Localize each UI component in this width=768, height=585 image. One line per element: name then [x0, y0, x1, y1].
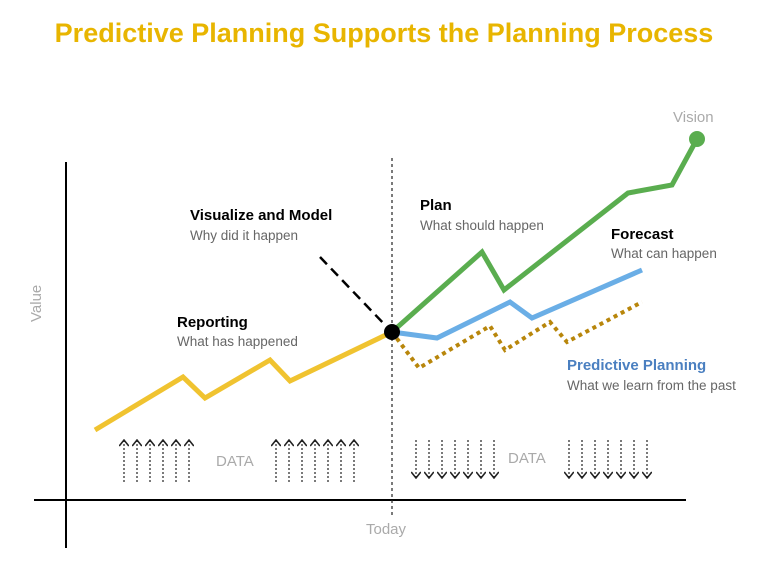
forecast-subtitle: What can happen — [611, 246, 717, 261]
data-label-left: DATA — [216, 453, 254, 470]
visualize-subtitle: Why did it happen — [190, 228, 299, 243]
data-arrows-up-group-2 — [276, 440, 354, 482]
data-arrows-down-group-2 — [569, 440, 647, 478]
reporting-title: Reporting — [177, 314, 248, 331]
vision-label: Vision — [673, 109, 714, 126]
plan-line — [390, 137, 700, 334]
plan-subtitle: What should happen — [420, 218, 544, 233]
y-axis-label: Value — [28, 284, 45, 322]
forecast-title: Forecast — [611, 226, 674, 243]
plan-title: Plan — [420, 197, 452, 214]
reporting-subtitle: What has happened — [177, 334, 298, 349]
visualize-title: Visualize and Model — [190, 207, 333, 224]
data-label-right: DATA — [508, 450, 546, 467]
today-label: Today — [366, 521, 407, 538]
forecast-line — [391, 267, 643, 341]
today-point — [384, 324, 400, 340]
reporting-line — [93, 329, 394, 433]
predictive-subtitle: What we learn from the past — [567, 378, 736, 393]
predictive-title: Predictive Planning — [567, 357, 707, 374]
vision-point — [689, 131, 705, 147]
data-arrows-up-group-1 — [124, 440, 189, 482]
visualize-leader-line — [319, 256, 387, 327]
diagram-title: Predictive Planning Supports the Plannin… — [54, 18, 714, 48]
data-arrows-down-group-1 — [416, 440, 494, 478]
predictive-line — [390, 300, 643, 371]
